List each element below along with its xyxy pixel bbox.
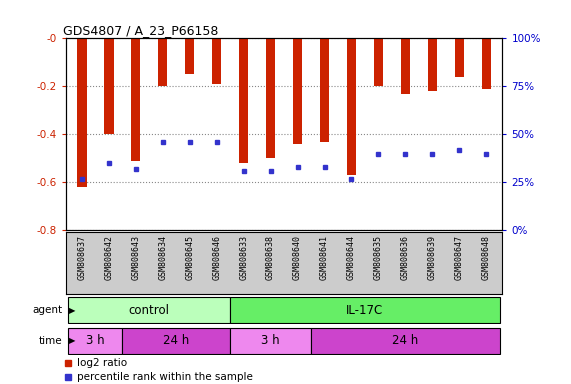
Text: control: control [128,304,170,316]
Bar [77,38,87,187]
Text: GSM808643: GSM808643 [131,235,140,280]
Text: ▶: ▶ [69,306,75,314]
Bar [311,328,500,354]
Bar [428,38,437,91]
Text: GDS4807 / A_23_P66158: GDS4807 / A_23_P66158 [63,24,219,37]
Text: percentile rank within the sample: percentile rank within the sample [77,372,252,382]
Text: agent: agent [33,305,63,315]
Bar [212,38,222,84]
Text: 3 h: 3 h [262,334,280,347]
Bar [481,38,491,89]
Text: GSM808644: GSM808644 [347,235,356,280]
Text: GSM808635: GSM808635 [374,235,383,280]
Text: 24 h: 24 h [163,334,190,347]
Bar [158,38,167,86]
Bar [69,297,230,323]
Bar [104,38,114,134]
Text: ▶: ▶ [69,336,75,345]
Bar [122,328,230,354]
Bar [131,38,140,161]
Text: IL-17C: IL-17C [347,304,384,316]
Text: GSM808636: GSM808636 [401,235,410,280]
Bar [266,38,275,158]
Text: GSM808645: GSM808645 [185,235,194,280]
Text: GSM808638: GSM808638 [266,235,275,280]
Bar [347,38,356,175]
Bar [401,38,410,94]
Bar [374,38,383,86]
Text: GSM808646: GSM808646 [212,235,221,280]
Bar [185,38,194,74]
Bar [230,328,311,354]
Text: GSM808642: GSM808642 [104,235,113,280]
Text: GSM808648: GSM808648 [482,235,491,280]
Bar [293,38,302,144]
Bar [239,38,248,163]
Text: 24 h: 24 h [392,334,419,347]
Text: GSM808634: GSM808634 [158,235,167,280]
Text: GSM808639: GSM808639 [428,235,437,280]
Bar [320,38,329,142]
Text: 3 h: 3 h [86,334,104,347]
Text: GSM808647: GSM808647 [455,235,464,280]
Text: GSM808640: GSM808640 [293,235,302,280]
Text: time: time [39,336,63,346]
Bar [455,38,464,77]
Bar [230,297,500,323]
Text: GSM808633: GSM808633 [239,235,248,280]
Text: GSM808637: GSM808637 [77,235,86,280]
Text: log2 ratio: log2 ratio [77,358,127,368]
Text: GSM808641: GSM808641 [320,235,329,280]
Bar [69,328,122,354]
